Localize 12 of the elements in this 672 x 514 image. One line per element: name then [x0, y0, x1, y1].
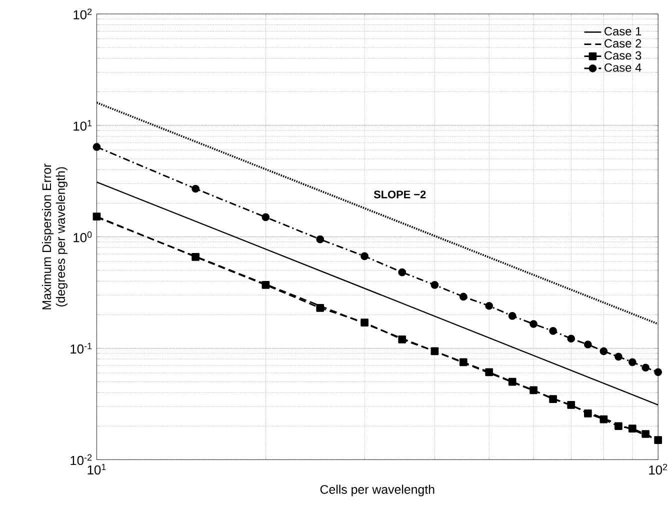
y-tick-label: 10$^{-2}$ — [70, 454, 92, 466]
legend-label: Case 2 — [604, 39, 642, 48]
y-tick-label: 10$^{0}$ — [74, 232, 92, 242]
x-axis-title: Cells per wavelength — [320, 484, 434, 497]
annotation: SLOPE −2 — [374, 190, 426, 199]
y-axis-title: Maximum Dispersion Error (degrees per wavelength) — [42, 164, 68, 310]
legend-label: Case 3 — [604, 52, 642, 60]
legend-label: Case 1 — [604, 27, 642, 36]
y-tick-label: 10$^{-1}$ — [70, 343, 92, 354]
legend-label: Case 4 — [604, 64, 642, 72]
y-tick-label: 10$^{1}$ — [74, 120, 92, 131]
y-tick-label: 10$^{2}$ — [74, 8, 92, 20]
